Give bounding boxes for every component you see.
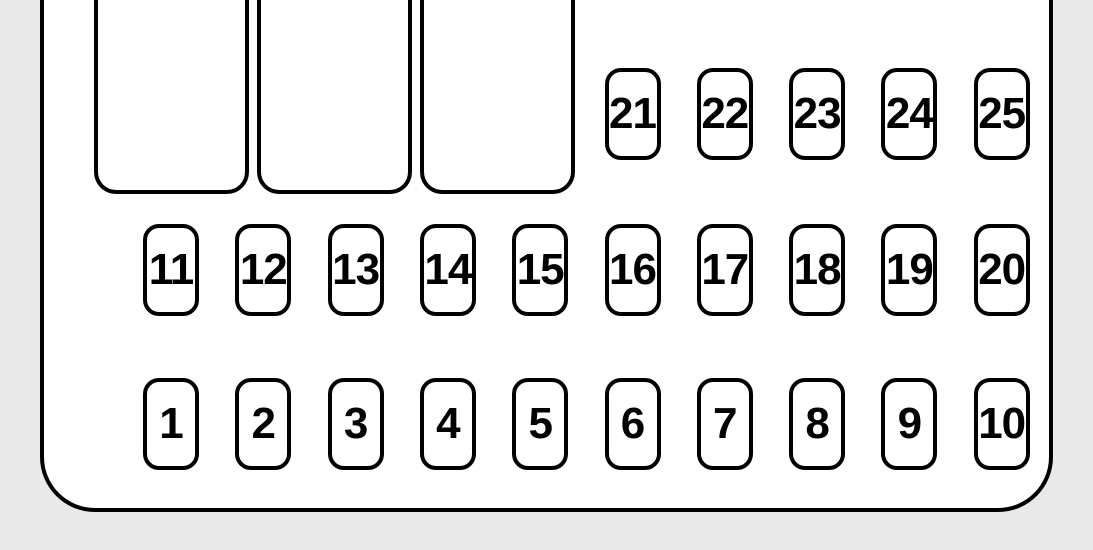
fuse-6: 6 xyxy=(605,378,661,470)
fuse-label: 18 xyxy=(794,245,841,295)
fuse-label: 9 xyxy=(898,399,921,449)
fuse-2: 2 xyxy=(235,378,291,470)
fuse-17: 17 xyxy=(697,224,753,316)
fuse-panel: 21 22 23 24 25 11 12 13 14 15 16 17 18 1… xyxy=(40,0,1053,512)
fuse-label: 4 xyxy=(436,399,459,449)
fuse-23: 23 xyxy=(789,68,845,160)
fuse-19: 19 xyxy=(881,224,937,316)
fuse-label: 21 xyxy=(609,89,656,139)
fuse-label: 6 xyxy=(621,399,644,449)
fuse-4: 4 xyxy=(420,378,476,470)
large-slot-3 xyxy=(420,0,575,194)
fuse-label: 10 xyxy=(978,399,1025,449)
fuse-18: 18 xyxy=(789,224,845,316)
fuse-24: 24 xyxy=(881,68,937,160)
fuse-21: 21 xyxy=(605,68,661,160)
fuse-label: 17 xyxy=(701,245,748,295)
fuse-label: 1 xyxy=(159,399,182,449)
fuse-11: 11 xyxy=(143,224,199,316)
fuse-label: 8 xyxy=(805,399,828,449)
fuse-label: 11 xyxy=(149,245,194,295)
fuse-label: 12 xyxy=(240,245,287,295)
fuse-label: 2 xyxy=(252,399,275,449)
fuse-label: 3 xyxy=(344,399,367,449)
fuse-10: 10 xyxy=(974,378,1030,470)
fuse-label: 16 xyxy=(609,245,656,295)
fuse-22: 22 xyxy=(697,68,753,160)
fuse-label: 23 xyxy=(794,89,841,139)
fuse-20: 20 xyxy=(974,224,1030,316)
fuse-label: 20 xyxy=(978,245,1025,295)
fuse-label: 19 xyxy=(886,245,933,295)
fuse-15: 15 xyxy=(512,224,568,316)
fuse-14: 14 xyxy=(420,224,476,316)
large-slot-1 xyxy=(94,0,249,194)
fuse-label: 22 xyxy=(701,89,748,139)
fuse-7: 7 xyxy=(697,378,753,470)
fuse-9: 9 xyxy=(881,378,937,470)
fuse-12: 12 xyxy=(235,224,291,316)
fuse-1: 1 xyxy=(143,378,199,470)
fuse-label: 24 xyxy=(886,89,933,139)
fuse-label: 14 xyxy=(424,245,471,295)
fuse-label: 13 xyxy=(332,245,379,295)
fuse-label: 15 xyxy=(517,245,564,295)
fuse-16: 16 xyxy=(605,224,661,316)
fuse-8: 8 xyxy=(789,378,845,470)
fuse-label: 25 xyxy=(978,89,1025,139)
fuse-label: 7 xyxy=(713,399,736,449)
fuse-25: 25 xyxy=(974,68,1030,160)
fuse-label: 5 xyxy=(528,399,551,449)
fuse-3: 3 xyxy=(328,378,384,470)
large-slot-2 xyxy=(257,0,412,194)
fuse-5: 5 xyxy=(512,378,568,470)
fuse-13: 13 xyxy=(328,224,384,316)
